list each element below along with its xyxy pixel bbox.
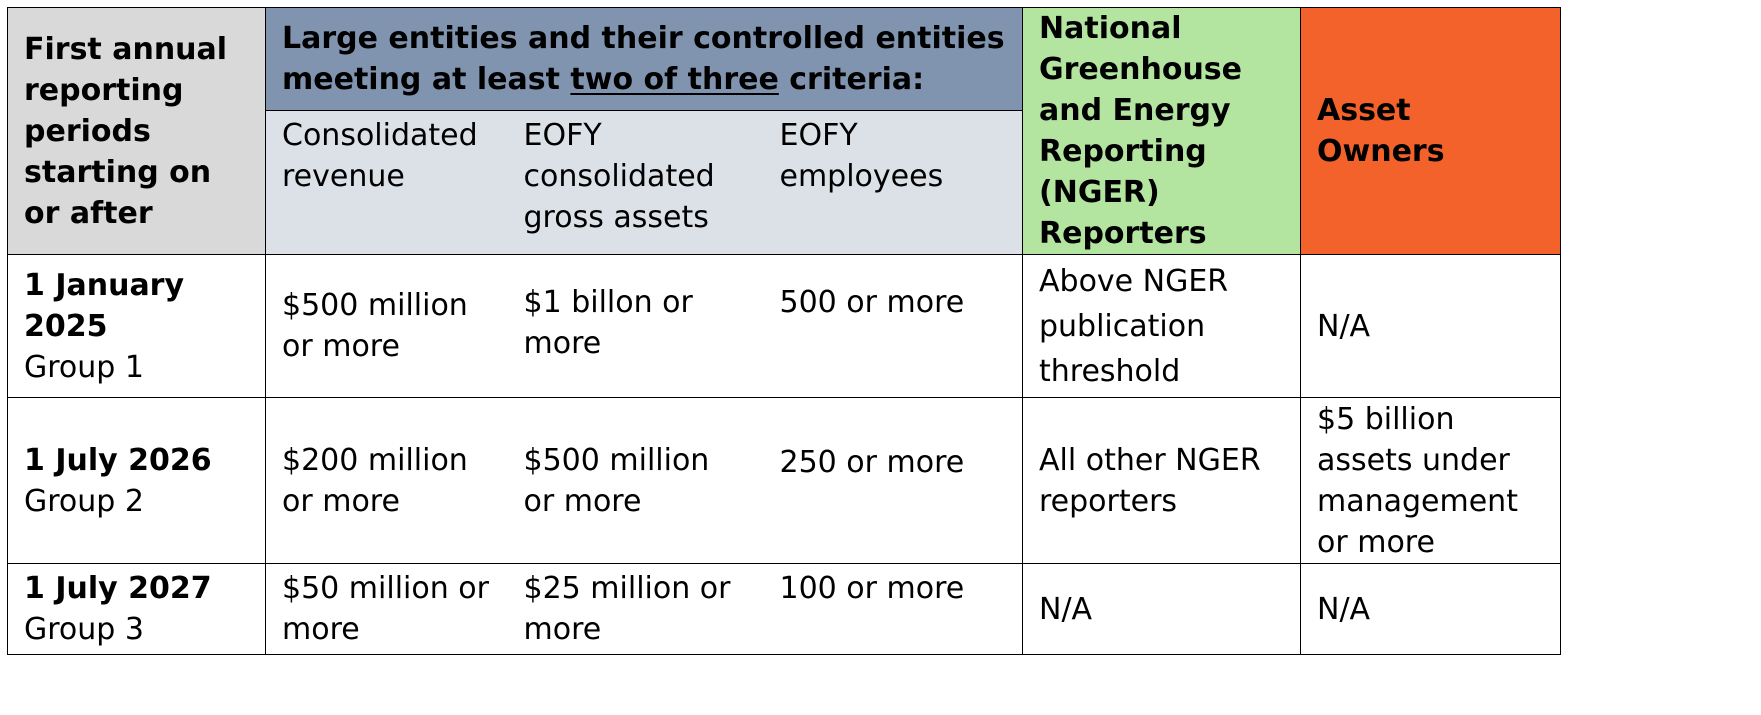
- asset-owners-header-cell: Asset Owners: [1300, 7, 1561, 255]
- first-col-header: First annual reporting periods starting …: [24, 31, 228, 231]
- row-group: Group 3: [24, 612, 144, 647]
- criteria-assets-cell: EOFY consolidated gross assets: [507, 110, 764, 256]
- criteria-revenue-header: Consolidated revenue: [282, 117, 478, 194]
- assets-cell: $1 billon or more: [507, 254, 764, 398]
- row-nger: Above NGER publication threshold: [1039, 263, 1229, 389]
- employees-cell: 500 or more: [763, 254, 1023, 398]
- row-asset-owners: $5 billion assets under management or mo…: [1317, 401, 1518, 560]
- nger-header-cell: National Greenhouse and Energy Reporting…: [1022, 7, 1301, 255]
- row-revenue: $500 million or more: [282, 288, 468, 364]
- row-assets: $500 million or more: [523, 442, 710, 519]
- row-nger: All other NGER reporters: [1039, 442, 1261, 519]
- criteria-revenue-cell: Consolidated revenue: [265, 110, 508, 256]
- large-entities-header-prefix: Large entities and their controlled enti…: [282, 20, 1005, 97]
- nger-cell: All other NGER reporters: [1022, 397, 1301, 564]
- criteria-assets-header: EOFY consolidated gross assets: [523, 117, 715, 235]
- row-assets: $1 billon or more: [523, 285, 693, 361]
- assets-cell: $500 million or more: [507, 397, 764, 564]
- revenue-cell: $50 million or more: [265, 563, 508, 655]
- asset-owners-cell: N/A: [1300, 254, 1561, 398]
- revenue-cell: $500 million or more: [265, 254, 508, 398]
- table-row: 1 July 2027 Group 3 $50 million or more …: [7, 563, 1561, 655]
- asset-owners-header: Asset Owners: [1317, 93, 1445, 169]
- row-asset-owners: N/A: [1317, 591, 1371, 627]
- employees-cell: 250 or more: [763, 397, 1023, 564]
- large-entities-header-suffix: criteria:: [778, 61, 925, 97]
- row-group: Group 1: [24, 349, 144, 385]
- row-asset-owners: N/A: [1317, 308, 1371, 344]
- row-group: Group 2: [24, 483, 144, 519]
- date-cell: 1 July 2026 Group 2: [7, 397, 266, 564]
- row-revenue: $200 million or more: [282, 442, 468, 519]
- large-entities-header: Large entities and their controlled enti…: [282, 18, 1006, 100]
- row-employees: 500 or more: [779, 285, 965, 320]
- criteria-employees-cell: EOFY employees: [763, 110, 1023, 256]
- revenue-cell: $200 million or more: [265, 397, 508, 564]
- reporting-requirements-table: First annual reporting periods starting …: [7, 7, 1561, 655]
- table-row: 1 January 2025 Group 1 $500 million or m…: [7, 254, 1561, 398]
- employees-cell: 100 or more: [763, 563, 1023, 655]
- row-date: 1 January 2025: [24, 267, 185, 344]
- row-employees: 100 or more: [779, 571, 965, 606]
- large-entities-header-cell: Large entities and their controlled enti…: [265, 7, 1023, 111]
- row-assets: $25 million or more: [523, 571, 731, 647]
- nger-header: National Greenhouse and Energy Reporting…: [1039, 11, 1242, 251]
- first-col-header-cell: First annual reporting periods starting …: [7, 7, 266, 255]
- row-date: 1 July 2026: [24, 442, 212, 478]
- criteria-employees-header: EOFY employees: [779, 117, 944, 194]
- date-cell: 1 July 2027 Group 3: [7, 563, 266, 655]
- date-cell: 1 January 2025 Group 1: [7, 254, 266, 398]
- nger-cell: N/A: [1022, 563, 1301, 655]
- assets-cell: $25 million or more: [507, 563, 764, 655]
- nger-cell: Above NGER publication threshold: [1022, 254, 1301, 398]
- asset-owners-cell: N/A: [1300, 563, 1561, 655]
- table-row: 1 July 2026 Group 2 $200 million or more…: [7, 397, 1561, 564]
- row-date: 1 July 2027: [24, 571, 212, 606]
- row-revenue: $50 million or more: [282, 571, 489, 647]
- row-employees: 250 or more: [779, 445, 965, 480]
- large-entities-header-emphasis: two of three: [570, 61, 779, 97]
- asset-owners-cell: $5 billion assets under management or mo…: [1300, 397, 1561, 564]
- row-nger: N/A: [1039, 591, 1093, 627]
